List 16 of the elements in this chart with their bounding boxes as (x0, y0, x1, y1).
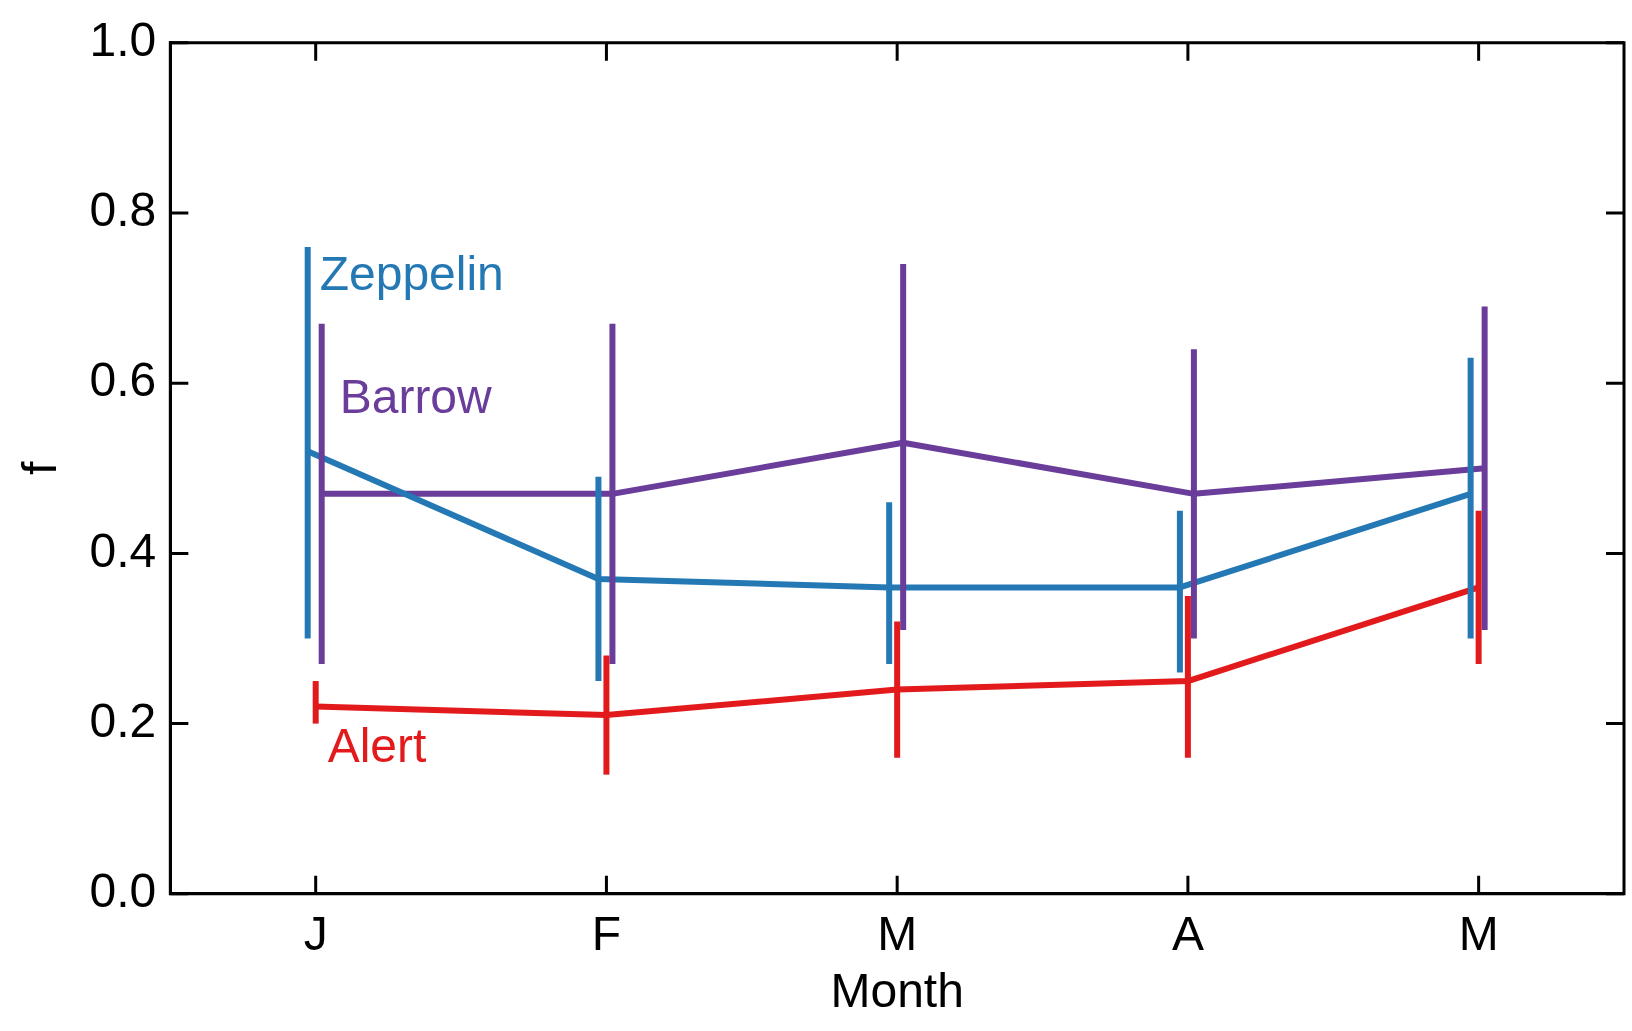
y-tick-label: 0.4 (89, 523, 157, 577)
text: Zeppelin (319, 247, 504, 301)
y-axis-title: f (13, 460, 67, 475)
y-tick-label: 0.8 (89, 183, 157, 237)
series-label: Barrow (339, 370, 493, 424)
series-label: Alert (327, 719, 427, 773)
x-tick-label: M (877, 906, 918, 960)
x-tick-label: J (303, 906, 328, 960)
y-tick-label: 0.6 (89, 353, 157, 407)
y-tick-label: 0.0 (89, 864, 157, 918)
x-tick-label: A (1171, 906, 1204, 960)
x-tick-label: F (591, 906, 622, 960)
x-axis-title: Month (830, 964, 964, 1018)
y-tick-label: 1.0 (89, 13, 157, 67)
y-tick-label: 0.2 (89, 693, 157, 747)
x-tick-label: M (1458, 906, 1499, 960)
